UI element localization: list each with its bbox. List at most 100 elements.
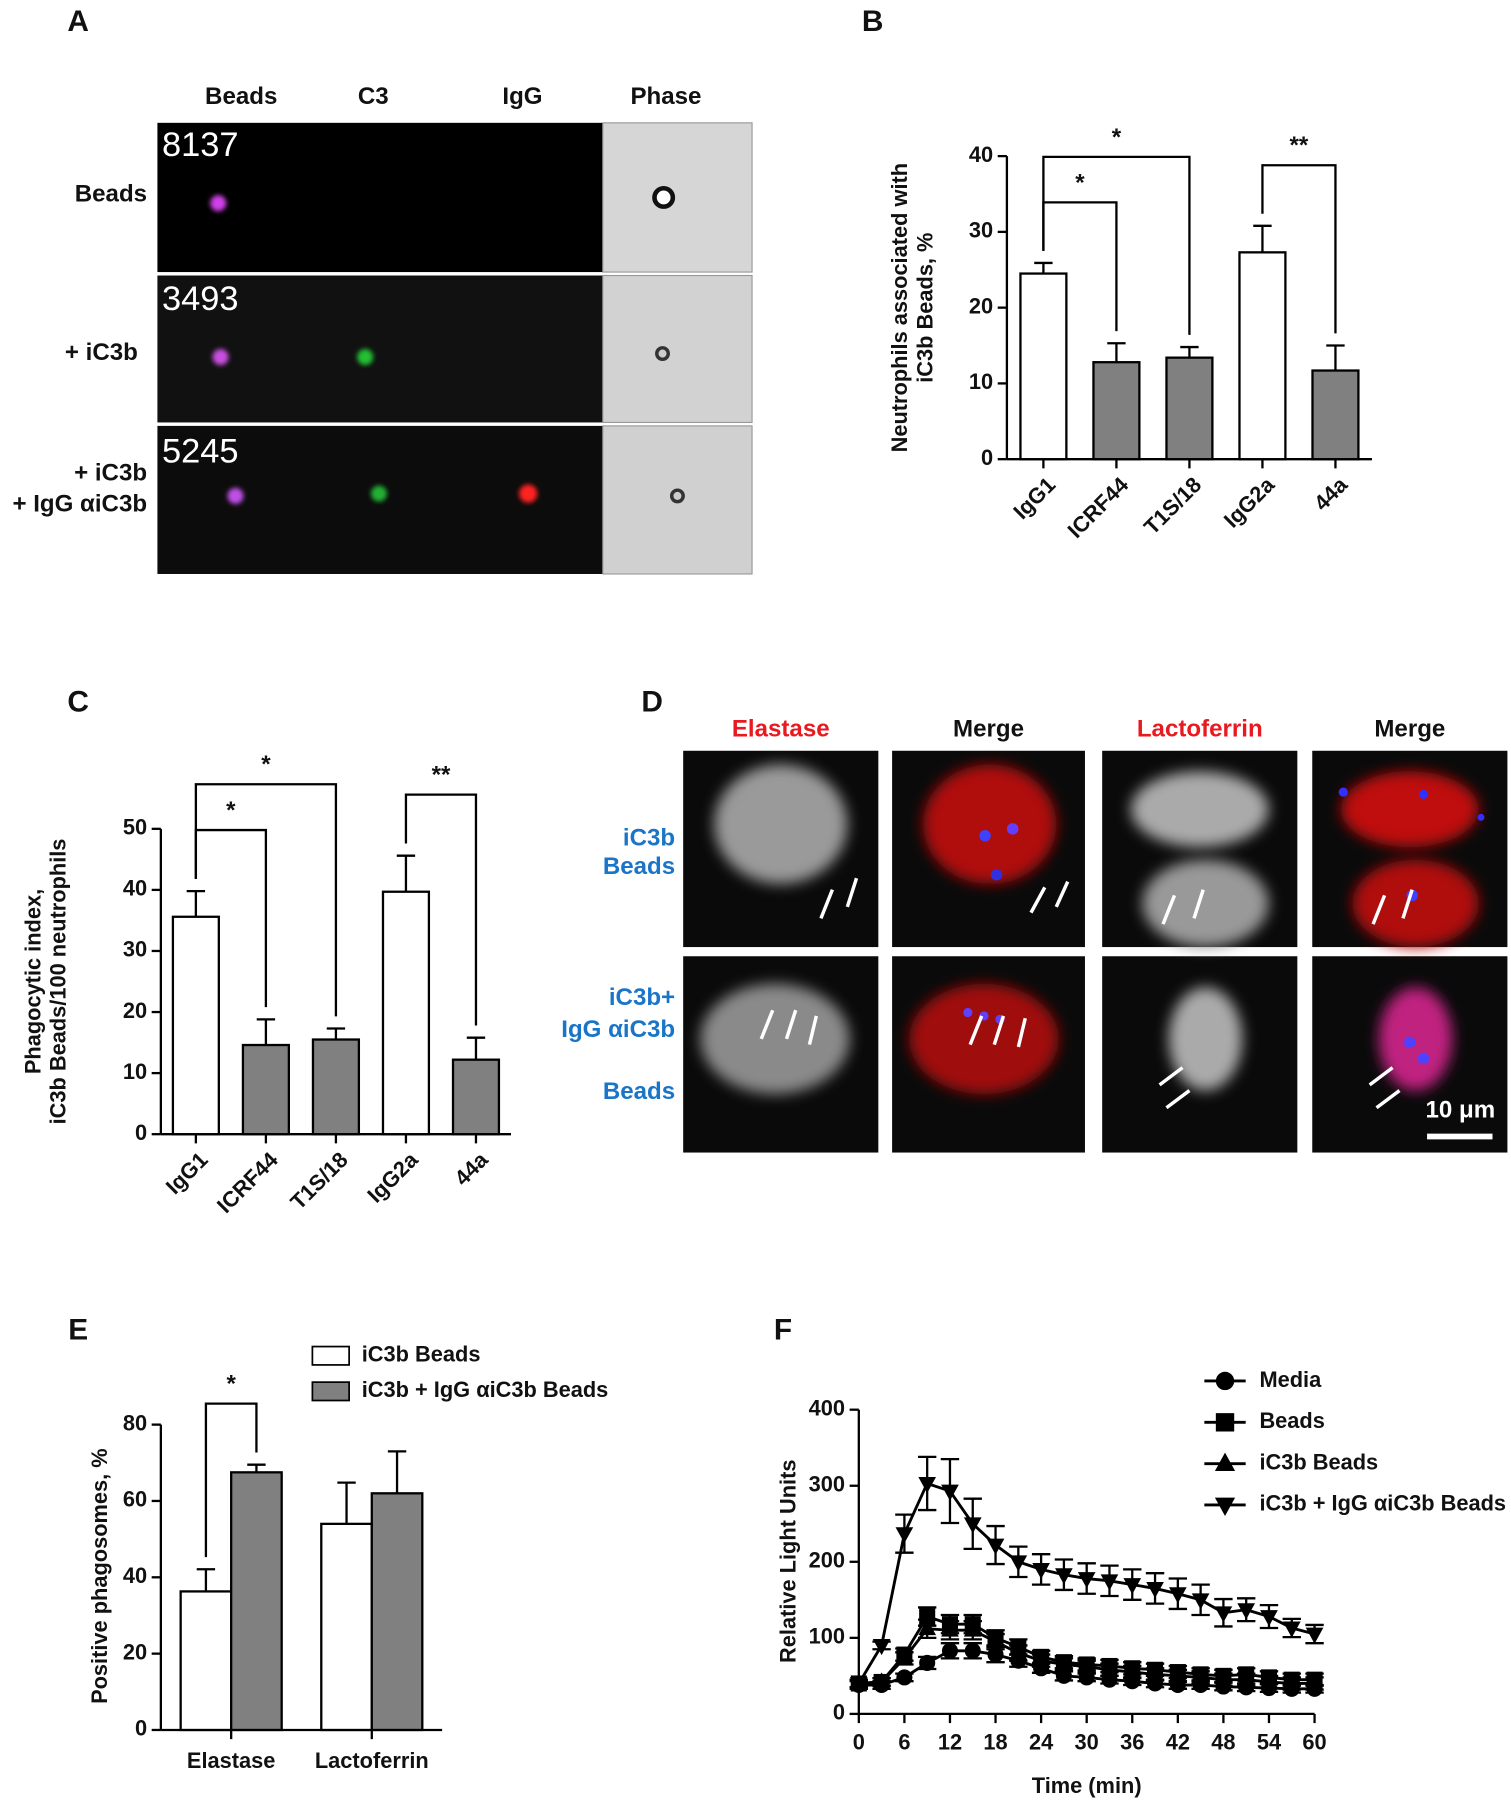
significance-bracket bbox=[1042, 155, 1191, 335]
panel-letter: D bbox=[641, 686, 663, 719]
image-tile bbox=[157, 122, 603, 273]
y-tick-label: 300 bbox=[809, 1472, 845, 1497]
column-header: Merge bbox=[1374, 715, 1445, 742]
row-label: iC3b+ bbox=[609, 984, 675, 1011]
bead bbox=[210, 195, 227, 212]
bead-phase bbox=[669, 488, 685, 504]
marker bbox=[963, 1517, 982, 1534]
image-tile bbox=[157, 275, 603, 423]
panel-letter: B bbox=[862, 5, 884, 38]
marker bbox=[1146, 1664, 1164, 1681]
error-bar bbox=[1034, 261, 1053, 274]
row-label: + IgG αiC3b bbox=[12, 490, 147, 517]
phase-tile bbox=[602, 425, 753, 575]
column-header: Merge bbox=[953, 715, 1024, 742]
marker bbox=[1077, 1572, 1096, 1589]
x-tick-label: IgG2a bbox=[1219, 471, 1280, 532]
legend-swatch bbox=[311, 1381, 350, 1402]
column-header: Beads bbox=[205, 83, 277, 110]
marker bbox=[849, 1677, 868, 1694]
panel-letter: C bbox=[67, 686, 89, 719]
x-tick-label: 24 bbox=[1029, 1730, 1053, 1755]
marker bbox=[1100, 1574, 1119, 1591]
column-header: Phase bbox=[630, 83, 701, 110]
y-tick-label: 10 bbox=[969, 369, 993, 394]
marker bbox=[964, 1642, 981, 1659]
legend-label: iC3b + IgG αiC3b Beads bbox=[1259, 1491, 1506, 1516]
error-bar bbox=[387, 1450, 407, 1494]
panel-letter: A bbox=[67, 5, 89, 38]
marker bbox=[1305, 1673, 1324, 1690]
marker bbox=[1237, 1670, 1256, 1687]
y-tick-label: 0 bbox=[135, 1716, 147, 1741]
bar bbox=[320, 1522, 373, 1732]
row-label: IgG αiC3b bbox=[561, 1016, 675, 1043]
event-count: 5245 bbox=[162, 433, 239, 471]
marker bbox=[1191, 1593, 1210, 1610]
x-tick-label: 6 bbox=[898, 1730, 910, 1755]
phase-tile bbox=[602, 274, 753, 424]
error-bar bbox=[1107, 342, 1126, 363]
x-tick-label: 18 bbox=[983, 1730, 1007, 1755]
x-tick-label: 0 bbox=[853, 1730, 865, 1755]
row-label: Beads bbox=[603, 1078, 675, 1105]
y-tick-label: 60 bbox=[123, 1487, 147, 1512]
y-tick-label: 20 bbox=[123, 1639, 147, 1664]
x-axis-label: Time (min) bbox=[1032, 1773, 1142, 1798]
bar bbox=[1238, 251, 1287, 461]
panel-letter: E bbox=[68, 1314, 88, 1347]
bead bbox=[519, 484, 538, 503]
micrographs bbox=[683, 750, 1508, 1153]
significance-bracket bbox=[404, 793, 478, 1026]
y-axis-label: Neutrophils associated with bbox=[887, 163, 912, 452]
x-tick-label: ICRF44 bbox=[212, 1147, 283, 1218]
column-header: Lactoferrin bbox=[1137, 715, 1263, 742]
marker bbox=[919, 1654, 936, 1671]
marker bbox=[986, 1538, 1005, 1555]
bar bbox=[1165, 356, 1214, 461]
significance-label: ** bbox=[1290, 132, 1309, 159]
marker bbox=[1282, 1673, 1301, 1690]
y-axis-label: Phagocytic index, bbox=[20, 889, 45, 1074]
marker bbox=[1032, 1651, 1050, 1668]
significance-label: * bbox=[1112, 124, 1122, 151]
legend-marker bbox=[1215, 1371, 1235, 1391]
marker bbox=[1032, 1562, 1050, 1580]
bead bbox=[370, 485, 388, 502]
y-tick-label: 40 bbox=[123, 876, 147, 901]
error-bar bbox=[466, 1036, 486, 1060]
marker bbox=[1305, 1627, 1324, 1644]
marker bbox=[986, 1632, 1005, 1649]
marker bbox=[895, 1527, 914, 1544]
row-label: + iC3b bbox=[74, 459, 147, 486]
y-tick-label: 0 bbox=[981, 445, 993, 470]
marker bbox=[1237, 1603, 1256, 1620]
x-tick-label: Elastase bbox=[187, 1748, 275, 1773]
event-count: 3493 bbox=[162, 280, 239, 318]
bead bbox=[227, 487, 244, 504]
marker bbox=[987, 1646, 1004, 1663]
marker bbox=[941, 1484, 959, 1501]
marker bbox=[896, 1669, 913, 1686]
panel-a: A Beads C3 IgG Phase 8137 3493 5245 Bead… bbox=[12, 5, 753, 575]
significance-label: * bbox=[226, 797, 236, 824]
y-tick-label: 200 bbox=[809, 1548, 845, 1573]
x-tick-label: T1S/18 bbox=[285, 1147, 352, 1214]
marker bbox=[1214, 1670, 1233, 1687]
x-tick-label: 44a bbox=[1309, 471, 1353, 515]
y-tick-label: 100 bbox=[809, 1624, 845, 1649]
significance-label: * bbox=[261, 751, 271, 778]
bead bbox=[212, 348, 229, 366]
y-tick-label: 30 bbox=[123, 937, 147, 962]
bar bbox=[1311, 369, 1360, 461]
y-tick-label: 30 bbox=[969, 218, 993, 243]
y-tick-label: 400 bbox=[809, 1395, 845, 1420]
y-axis-label: iC3b Beads, % bbox=[912, 233, 937, 383]
bar bbox=[241, 1043, 291, 1136]
legend-label: iC3b Beads bbox=[362, 1342, 481, 1367]
column-header: C3 bbox=[358, 83, 389, 110]
marker bbox=[1009, 1643, 1028, 1660]
y-tick-label: 80 bbox=[123, 1410, 147, 1435]
x-tick-label: 48 bbox=[1211, 1730, 1235, 1755]
column-header: Elastase bbox=[732, 715, 830, 742]
